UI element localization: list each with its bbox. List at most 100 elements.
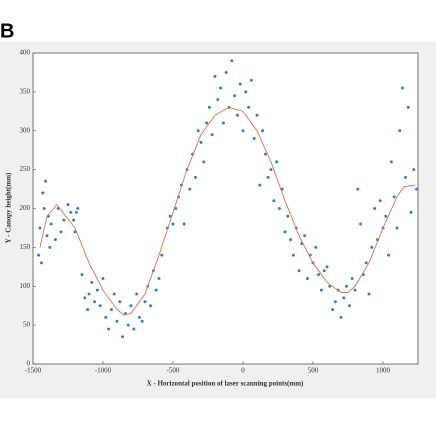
scatter-point bbox=[252, 137, 256, 141]
scatter-point bbox=[297, 269, 301, 273]
scatter-point bbox=[41, 191, 45, 195]
scatter-point bbox=[154, 288, 158, 292]
scatter-point bbox=[182, 222, 186, 226]
scatter-point bbox=[205, 121, 209, 125]
scatter-point bbox=[59, 230, 63, 234]
scatter-point bbox=[238, 82, 242, 86]
scatter-point bbox=[269, 168, 273, 172]
scatter-point bbox=[112, 292, 116, 296]
scatter-point bbox=[174, 207, 178, 210]
scatter-point bbox=[86, 308, 90, 312]
scatter-point bbox=[384, 214, 388, 218]
scatter-point bbox=[319, 288, 323, 292]
scatter-point bbox=[188, 187, 192, 191]
scatter-point bbox=[160, 253, 164, 257]
scatter-point bbox=[412, 168, 416, 172]
scatter-point bbox=[235, 113, 239, 117]
x-tick-label: -1500 bbox=[25, 367, 42, 375]
scatter-point bbox=[210, 133, 214, 137]
scatter-point bbox=[255, 113, 259, 117]
scatter-point bbox=[353, 288, 357, 292]
scatter-point bbox=[247, 105, 251, 109]
scatter-point bbox=[104, 315, 108, 319]
scatter-point bbox=[193, 175, 197, 179]
scatter-point bbox=[356, 187, 360, 191]
scatter-point bbox=[392, 195, 396, 199]
scatter-point bbox=[277, 207, 281, 210]
scatter-point bbox=[219, 86, 223, 90]
scatter-point bbox=[261, 129, 265, 133]
scatter-point bbox=[275, 160, 279, 164]
scatter-point bbox=[303, 234, 307, 238]
scatter-point bbox=[49, 222, 53, 226]
y-tick-label: 400 bbox=[20, 49, 31, 57]
scatter-point bbox=[213, 74, 217, 78]
scatter-point bbox=[115, 319, 119, 323]
scatter-point bbox=[378, 199, 382, 203]
scatter-point bbox=[48, 245, 52, 249]
scatter-point bbox=[90, 280, 94, 284]
scatter-point bbox=[373, 207, 377, 210]
scatter-point bbox=[322, 269, 326, 273]
y-tick-label: 50 bbox=[23, 321, 31, 329]
scatter-point bbox=[207, 105, 211, 109]
scatter-point bbox=[387, 253, 391, 257]
scatter-point bbox=[69, 210, 73, 214]
scatter-point bbox=[202, 160, 206, 164]
scatter-point bbox=[38, 226, 42, 230]
scatter-point bbox=[272, 199, 276, 203]
scatter-point bbox=[132, 327, 136, 331]
scatter-point bbox=[286, 214, 290, 218]
scatter-point bbox=[66, 203, 70, 207]
panel-label: B bbox=[0, 20, 14, 42]
scatter-point bbox=[342, 296, 346, 300]
y-tick-label: 100 bbox=[20, 282, 31, 290]
scatter-point bbox=[244, 90, 248, 94]
y-tick-label: 150 bbox=[20, 243, 31, 251]
y-tick-label: 200 bbox=[20, 204, 31, 212]
scatter-point bbox=[331, 308, 335, 312]
scatter-point bbox=[168, 214, 172, 218]
plot-area bbox=[32, 52, 419, 365]
scatter-point bbox=[107, 327, 111, 331]
x-tick-label: 500 bbox=[308, 367, 319, 375]
scatter-point bbox=[350, 276, 354, 280]
scatter-point bbox=[325, 265, 329, 269]
scatter-point bbox=[367, 292, 371, 296]
scatter-point bbox=[364, 261, 368, 265]
scatter-point bbox=[137, 315, 141, 319]
x-tick-label: -500 bbox=[167, 367, 180, 375]
scatter-point bbox=[409, 210, 413, 214]
scatter-point bbox=[314, 245, 318, 249]
scatter-point bbox=[266, 175, 270, 179]
scatter-point bbox=[95, 288, 99, 292]
scatter-point bbox=[121, 335, 125, 339]
scatter-point bbox=[216, 98, 220, 102]
x-axis-label: X - Horizontal position of laser scannin… bbox=[147, 380, 304, 388]
scatter-point bbox=[224, 70, 228, 74]
scatter-point bbox=[263, 152, 267, 156]
scatter-point bbox=[389, 160, 393, 164]
scatter-point bbox=[415, 187, 419, 191]
scatter-point bbox=[370, 245, 374, 249]
scatter-point bbox=[333, 300, 337, 304]
scatter-point bbox=[406, 105, 410, 109]
scatter-point bbox=[305, 276, 309, 280]
scatter-point bbox=[74, 210, 78, 214]
fit-line bbox=[39, 106, 416, 316]
scatter-point bbox=[359, 222, 363, 226]
scatter-point bbox=[171, 222, 175, 226]
scatter-point bbox=[221, 121, 225, 125]
scatter-point bbox=[118, 300, 122, 304]
scatter-point bbox=[230, 59, 234, 63]
x-tick-label: -1000 bbox=[95, 367, 112, 375]
scatter-point bbox=[140, 319, 144, 323]
scatter-point bbox=[317, 273, 321, 277]
scatter-point bbox=[72, 218, 76, 222]
y-tick-label: 300 bbox=[20, 126, 31, 134]
scatter-point bbox=[241, 129, 245, 133]
scatter-point bbox=[83, 296, 87, 300]
scatter-point bbox=[347, 304, 351, 308]
scatter-point bbox=[289, 238, 293, 242]
y-tick-label: 0 bbox=[27, 360, 31, 368]
